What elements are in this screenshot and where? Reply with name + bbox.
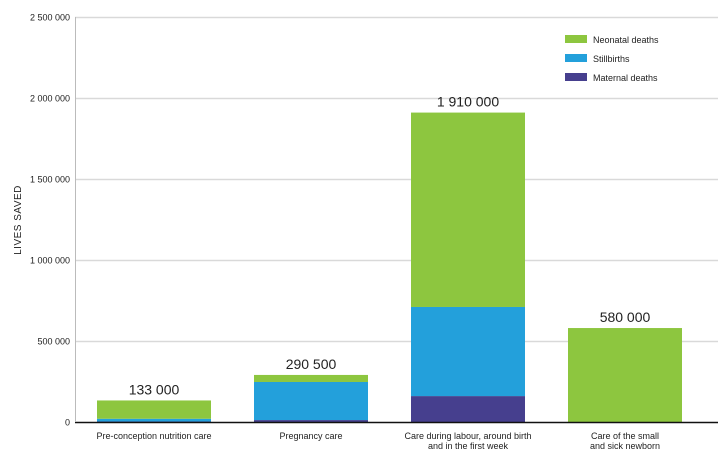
- category-labels: Pre-conception nutrition care Pregnancy c…: [96, 431, 660, 451]
- bar-group: 133 000: [97, 381, 211, 422]
- bar-segment-neonatal-deaths: [411, 112, 525, 307]
- bar-group: 290 500: [254, 356, 368, 422]
- category-label: Pregnancy care: [279, 431, 342, 441]
- bar-segment-maternal-deaths: [411, 396, 525, 422]
- bar-group: 1 910 000: [411, 94, 525, 422]
- legend-swatch: [565, 35, 587, 43]
- bar-total-label: 580 000: [600, 309, 651, 325]
- gridlines: [75, 16, 718, 343]
- bars: 133 000 290 500 1 910 000 580 000: [97, 94, 682, 422]
- bar-total-label: 133 000: [129, 381, 180, 397]
- bar-segment-neonatal-deaths: [568, 328, 682, 422]
- bar-segment-neonatal-deaths: [97, 400, 211, 419]
- category-label: and sick newborn: [590, 441, 660, 451]
- bar-total-label: 290 500: [286, 356, 337, 372]
- category-label: Care of the small: [591, 431, 659, 441]
- y-tick-label: 1 500 000: [30, 175, 70, 185]
- legend-swatch: [565, 73, 587, 81]
- y-tick-label: 2 500 000: [30, 13, 70, 23]
- y-tick-label: 1 000 000: [30, 256, 70, 266]
- category-label: and in the first week: [428, 441, 509, 451]
- legend-label: Neonatal deaths: [593, 35, 659, 45]
- legend-label: Maternal deaths: [593, 73, 658, 83]
- y-axis-label: LIVES SAVED: [13, 185, 24, 255]
- bar-total-label: 1 910 000: [437, 94, 499, 110]
- category-label: Care during labour, around birth: [404, 431, 531, 441]
- legend-label: Stillbirths: [593, 54, 630, 64]
- bar-segment-neonatal-deaths: [254, 374, 368, 382]
- y-tick-label: 0: [65, 418, 70, 428]
- legend: Neonatal deaths Stillbirths Maternal death…: [565, 35, 659, 83]
- bar-segment-maternal-deaths: [254, 420, 368, 422]
- bar-segment-stillbirths: [254, 381, 368, 421]
- y-axis-ticks: 0 500 000 1 000 000 1 500 000 2 000 000 2 500…: [30, 13, 70, 428]
- y-tick-label: 500 000: [37, 337, 70, 347]
- y-tick-label: 2 000 000: [30, 94, 70, 104]
- bar-segment-stillbirths: [97, 418, 211, 422]
- bar-segment-stillbirths: [411, 306, 525, 397]
- category-label: Pre-conception nutrition care: [96, 431, 211, 441]
- legend-swatch: [565, 54, 587, 62]
- bar-group: 580 000: [568, 309, 682, 422]
